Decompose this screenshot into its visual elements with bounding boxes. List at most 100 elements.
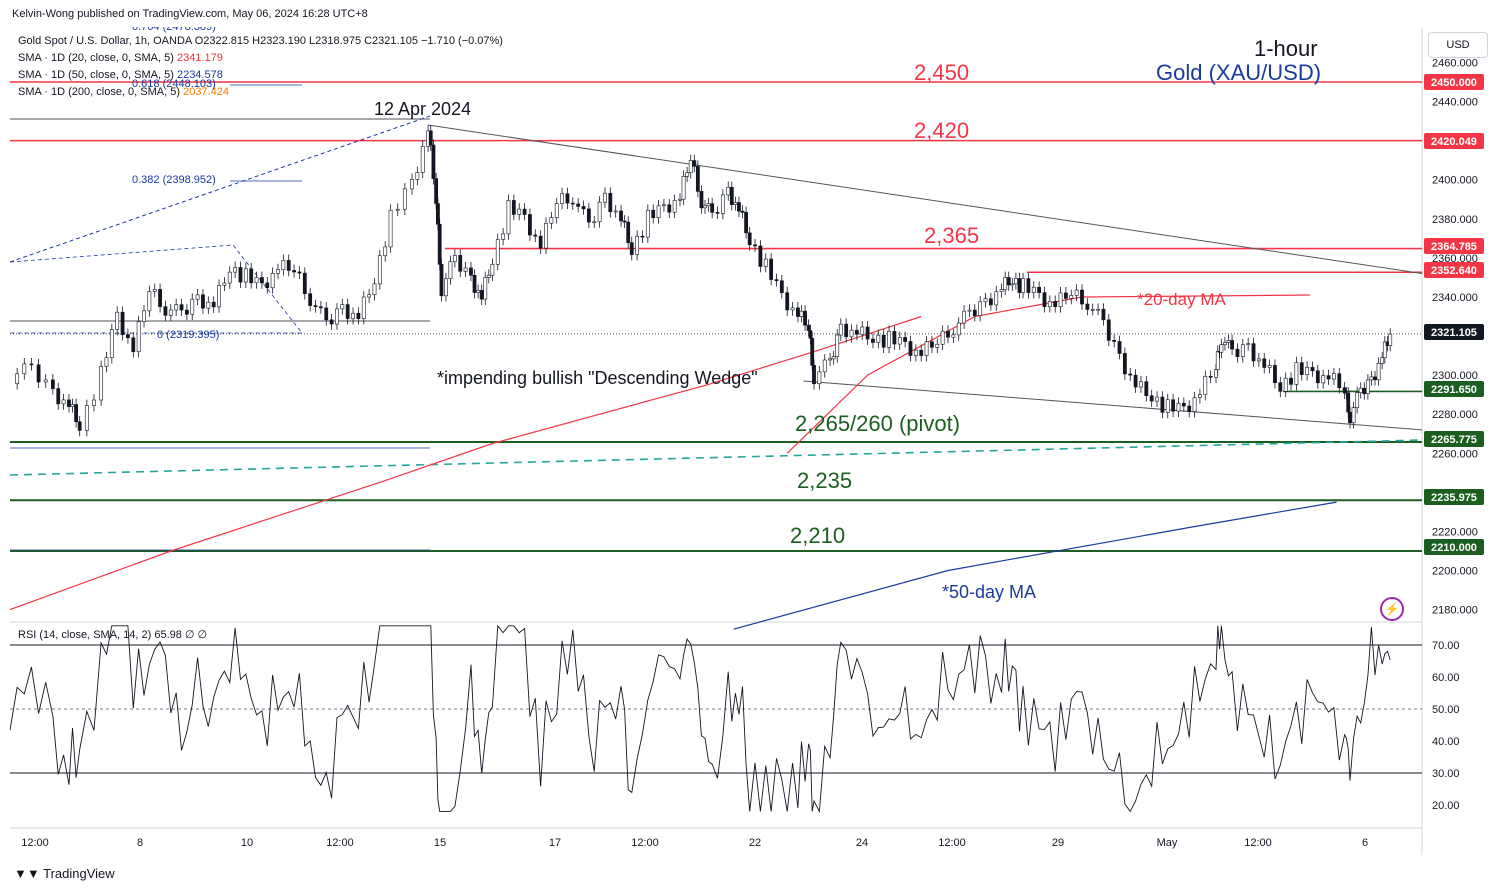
candle-body xyxy=(115,311,120,330)
candle-body xyxy=(672,200,677,213)
candle-body xyxy=(463,267,468,272)
candle-body xyxy=(919,349,924,356)
candle-body xyxy=(479,290,484,300)
time-tick-label: May xyxy=(1157,837,1178,849)
candle-body xyxy=(158,289,162,307)
candle-body xyxy=(1026,278,1031,293)
candle-body xyxy=(1117,341,1122,354)
candle-body xyxy=(740,210,745,213)
time-tick-label: 10 xyxy=(241,837,253,849)
candle-body xyxy=(1337,373,1342,388)
candle-body xyxy=(560,193,564,204)
candle-body xyxy=(1139,381,1143,388)
candle-body xyxy=(774,279,779,282)
price-badge xyxy=(1424,133,1484,149)
candle-body xyxy=(506,200,511,235)
price-tick-label: 2460.000 xyxy=(1432,57,1478,69)
price-badge xyxy=(1424,74,1484,90)
date-annotation: 12 Apr 2024 xyxy=(374,99,472,119)
price-badge-label: 2364.785 xyxy=(1431,241,1477,253)
candle-body xyxy=(972,309,977,316)
candle-body xyxy=(286,260,291,271)
candle-body xyxy=(817,371,822,385)
sma20-legend[interactable]: SMA · 1D (20, close, 0, SMA, 5) 2341.179 xyxy=(18,52,223,64)
candle-body xyxy=(1106,319,1111,341)
candle-body xyxy=(152,289,157,292)
price-badge xyxy=(1424,262,1484,278)
candle-body xyxy=(803,310,807,326)
candle-body xyxy=(1388,333,1393,346)
candle-body xyxy=(1230,340,1234,350)
candle-body xyxy=(570,202,575,205)
candle-body xyxy=(608,192,613,213)
candle-body xyxy=(629,242,634,255)
candle-body xyxy=(1223,342,1227,345)
price-tick-label: 2280.000 xyxy=(1432,409,1478,421)
candle-body xyxy=(978,301,983,316)
candle-body xyxy=(136,321,141,352)
candle-body xyxy=(1289,377,1293,385)
candle-body xyxy=(835,334,840,357)
rsi-legend[interactable]: RSI (14, close, SMA, 14, 2) 65.98 ∅ ∅ xyxy=(18,629,208,641)
candle-body xyxy=(448,261,453,280)
candle-body xyxy=(292,270,296,273)
candle-body xyxy=(1355,392,1360,408)
candle-body xyxy=(428,130,433,146)
rsi-tick-label: 70.00 xyxy=(1432,640,1460,652)
rsi-tick-label: 60.00 xyxy=(1432,672,1460,684)
trendline-dashed xyxy=(9,439,1423,476)
alert-icon[interactable]: ⚡ xyxy=(1380,597,1404,621)
candle-body xyxy=(184,309,189,315)
candle-body xyxy=(1010,283,1015,286)
candle-body xyxy=(812,364,816,385)
price-tick-label: 2340.000 xyxy=(1432,292,1478,304)
candle-body xyxy=(15,373,20,385)
price-tick-label: 2360.000 xyxy=(1432,253,1478,265)
candle-body xyxy=(554,203,559,218)
candle-body xyxy=(490,264,495,276)
candle-body xyxy=(351,312,355,319)
candle-body xyxy=(227,271,232,284)
price-tick-label: 2200.000 xyxy=(1432,566,1478,578)
candle-body xyxy=(486,274,491,278)
candle-body xyxy=(168,309,173,316)
candle-body xyxy=(860,326,865,335)
sma200-legend[interactable]: SMA · 1D (200, close, 0, SMA, 5) 2037.42… xyxy=(18,86,229,98)
candle-body xyxy=(1267,365,1272,368)
sma200-value: 2037.424 xyxy=(183,86,229,98)
instrument-label: Gold (XAU/USD) xyxy=(1156,60,1322,85)
candle-body xyxy=(1214,369,1218,378)
candle-body xyxy=(238,267,243,283)
candle-body xyxy=(994,291,999,306)
candle-body xyxy=(1380,357,1385,364)
candle-body xyxy=(576,203,581,207)
price-badge-label: 2265.775 xyxy=(1431,434,1477,446)
time-tick-label: 17 xyxy=(549,837,561,849)
candle-body xyxy=(806,324,811,331)
candle-body xyxy=(913,349,918,356)
candle-body xyxy=(340,304,345,310)
symbol-legend[interactable]: Gold Spot / U.S. Dollar, 1h, OANDA O2322… xyxy=(18,35,503,47)
tradingview-logo[interactable]: ▼▼ TradingView xyxy=(14,866,115,881)
candle-body xyxy=(1171,399,1176,412)
level-2365-label: 2,365 xyxy=(924,223,980,248)
candle-body xyxy=(828,358,832,361)
candle-body xyxy=(656,205,661,218)
candle-body xyxy=(1251,343,1256,362)
rsi-tick-label: 30.00 xyxy=(1432,768,1460,780)
currency-selector[interactable]: USD xyxy=(1428,32,1488,58)
candle-body xyxy=(1198,394,1202,399)
candle-body xyxy=(706,203,711,207)
candle-body xyxy=(77,421,82,431)
candle-body xyxy=(233,267,238,273)
candle-body xyxy=(324,307,329,321)
sma50-legend[interactable]: SMA · 1D (50, close, 0, SMA, 5) 2234.578 xyxy=(18,69,223,81)
candle-body xyxy=(849,329,854,338)
candle-body xyxy=(67,399,71,407)
candle-body xyxy=(1181,402,1186,407)
candle-body xyxy=(1326,375,1331,380)
candle-body xyxy=(1085,303,1090,310)
ma50-line xyxy=(733,501,1337,630)
candle-body xyxy=(528,214,532,236)
